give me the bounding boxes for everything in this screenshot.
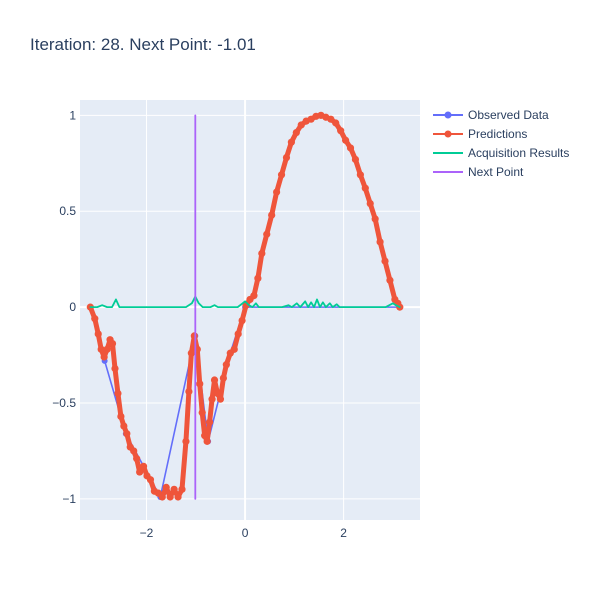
predictions-point — [146, 476, 155, 484]
predictions-point — [203, 437, 211, 445]
y-axis: −1 −0.5 0 0.5 1 — [52, 108, 76, 506]
predictions-point — [356, 171, 364, 179]
predictions-point — [268, 211, 276, 219]
series-predictions — [86, 111, 404, 501]
predictions-point — [123, 430, 131, 438]
predictions-point — [139, 462, 148, 470]
predictions-point — [133, 455, 141, 463]
predictions-point — [130, 447, 138, 455]
predictions-point — [230, 345, 238, 353]
y-tick-label: −1 — [62, 492, 76, 506]
legend-marker — [444, 111, 452, 119]
plot-area — [80, 100, 420, 520]
predictions-point — [258, 249, 266, 258]
predictions-point — [238, 316, 246, 325]
predictions-point — [273, 188, 281, 196]
legend-label: Predictions — [468, 127, 527, 141]
legend-label: Acquisition Results — [468, 146, 569, 160]
predictions-point — [222, 361, 230, 369]
predictions-point — [216, 395, 225, 403]
predictions-point — [292, 129, 300, 137]
predictions-point — [185, 387, 193, 396]
x-tick-label: −2 — [140, 526, 154, 540]
x-tick-label: 0 — [242, 526, 249, 540]
predictions-point — [111, 364, 119, 373]
predictions-point — [381, 257, 389, 265]
predictions-point — [114, 389, 122, 398]
predictions-point — [210, 376, 219, 384]
predictions-point — [91, 315, 99, 323]
predictions-point — [287, 138, 295, 146]
x-tick-label: 2 — [340, 526, 347, 540]
predictions-point — [376, 238, 384, 246]
y-tick-label: 0 — [69, 300, 76, 314]
predictions-point — [166, 493, 174, 501]
predictions-point — [234, 330, 242, 338]
predictions-point — [282, 153, 291, 162]
predictions-point — [386, 276, 394, 284]
legend-item-observed-data[interactable]: Observed Data — [433, 108, 549, 122]
y-tick-label: 1 — [69, 108, 76, 122]
predictions-point — [263, 230, 271, 238]
acquisition-results-line — [89, 295, 401, 309]
predictions-point — [162, 483, 170, 491]
legend-label: Next Point — [468, 165, 524, 179]
legend-item-predictions[interactable]: Predictions — [433, 127, 527, 141]
predictions-point — [361, 184, 369, 192]
predictions-point — [332, 119, 340, 127]
legend[interactable]: Observed Data Predictions Acquisition Resu… — [433, 108, 569, 179]
predictions-point — [94, 330, 102, 338]
predictions-point — [103, 345, 111, 353]
y-tick-label: 0.5 — [59, 204, 76, 218]
predictions-point — [158, 493, 166, 501]
predictions-point — [182, 437, 190, 445]
legend-item-next-point[interactable]: Next Point — [433, 165, 524, 179]
predictions-point — [196, 380, 204, 388]
predictions-point — [174, 493, 182, 501]
y-tick-label: −0.5 — [52, 396, 76, 410]
predictions-point — [341, 136, 350, 144]
predictions-point — [351, 155, 360, 164]
legend-label: Observed Data — [468, 108, 549, 122]
predictions-point — [250, 292, 258, 300]
predictions-point — [100, 353, 108, 361]
predictions-point — [254, 274, 262, 282]
predictions-point — [213, 389, 222, 398]
predictions-point — [201, 432, 209, 440]
predictions-point — [327, 115, 335, 123]
predictions-point — [205, 418, 214, 426]
predictions-point — [371, 215, 379, 223]
legend-item-acquisition-results[interactable]: Acquisition Results — [433, 146, 569, 160]
predictions-point — [117, 412, 125, 421]
chart-title: Iteration: 28. Next Point: -1.01 — [30, 35, 256, 54]
predictions-point — [187, 349, 195, 357]
legend-marker — [444, 130, 452, 138]
x-axis: −2 0 2 — [140, 526, 348, 540]
predictions-point — [198, 409, 206, 417]
predictions-point — [136, 468, 144, 476]
predictions-point — [297, 121, 305, 129]
predictions-point — [277, 171, 286, 179]
predictions-point — [219, 374, 227, 382]
predictions-point — [108, 339, 117, 348]
predictions-point — [170, 485, 178, 493]
predictions-point — [337, 127, 345, 135]
predictions-point — [190, 332, 198, 340]
series-acquisition-results — [89, 295, 401, 309]
series-layer — [86, 111, 404, 501]
predictions-point — [120, 422, 128, 430]
predictions-point — [346, 144, 355, 152]
predictions-point — [366, 199, 374, 208]
predictions-point — [208, 395, 216, 403]
predictions-point — [178, 485, 186, 493]
predictions-point — [97, 345, 105, 353]
